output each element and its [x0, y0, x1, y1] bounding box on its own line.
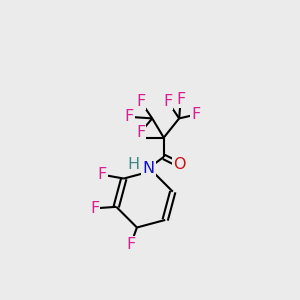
Text: F: F [136, 94, 145, 109]
Text: F: F [176, 92, 185, 106]
Text: F: F [163, 94, 172, 109]
Text: F: F [90, 201, 99, 216]
Text: F: F [191, 107, 201, 122]
Text: F: F [126, 237, 135, 252]
Text: F: F [124, 109, 134, 124]
Text: F: F [136, 125, 145, 140]
Text: N: N [142, 161, 154, 176]
Text: H: H [127, 157, 139, 172]
Text: F: F [98, 167, 107, 182]
Text: O: O [173, 157, 185, 172]
